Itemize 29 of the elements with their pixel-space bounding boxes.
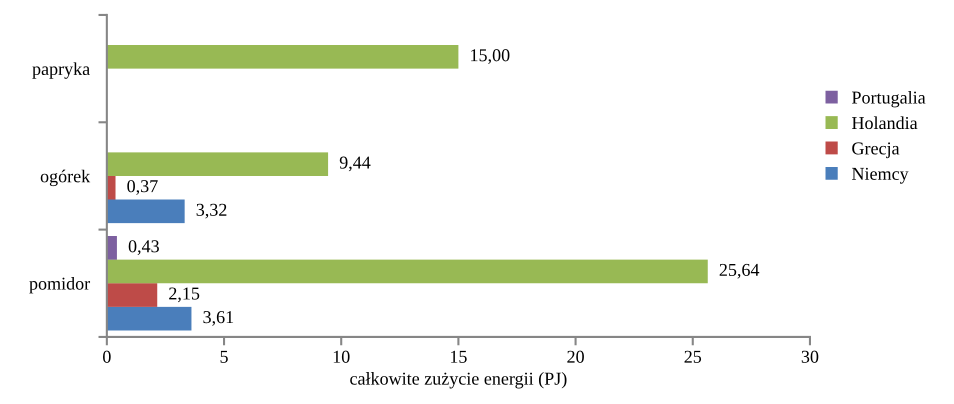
bar xyxy=(106,283,158,307)
bar xyxy=(106,45,458,69)
y-tick-label: papryka xyxy=(32,62,90,79)
data-label: 15,00 xyxy=(471,49,510,64)
bar xyxy=(106,260,708,284)
bar xyxy=(106,200,185,224)
data-label: 9,44 xyxy=(340,156,371,172)
x-tick-label: 25 xyxy=(684,350,702,363)
data-label: 25,64 xyxy=(720,264,760,279)
data-label: 0,43 xyxy=(128,240,159,255)
data-label: 3,32 xyxy=(196,204,226,218)
legend-label: Grecja xyxy=(852,142,900,158)
x-tick-label: 20 xyxy=(567,350,584,363)
bar xyxy=(106,306,192,330)
bar xyxy=(106,152,328,176)
x-tick-label: 30 xyxy=(802,350,818,363)
x-tick-label: 5 xyxy=(220,350,228,363)
x-axis-title: całkowite zużycie energii (PJ) xyxy=(350,372,566,388)
y-tick-label: pomidor xyxy=(29,277,90,294)
legend-label: Niemcy xyxy=(852,168,909,184)
data-label: 3,61 xyxy=(203,311,234,326)
x-tick-label: 15 xyxy=(450,350,467,363)
data-label: 0,37 xyxy=(127,180,158,195)
data-label: 2,15 xyxy=(169,287,200,302)
x-tick-label: 0 xyxy=(103,350,111,363)
legend-label: Holandia xyxy=(852,116,918,130)
y-tick-label: ogórek xyxy=(40,170,90,186)
legend-label: Portugalia xyxy=(852,90,926,108)
x-tick-label: 10 xyxy=(334,350,350,363)
